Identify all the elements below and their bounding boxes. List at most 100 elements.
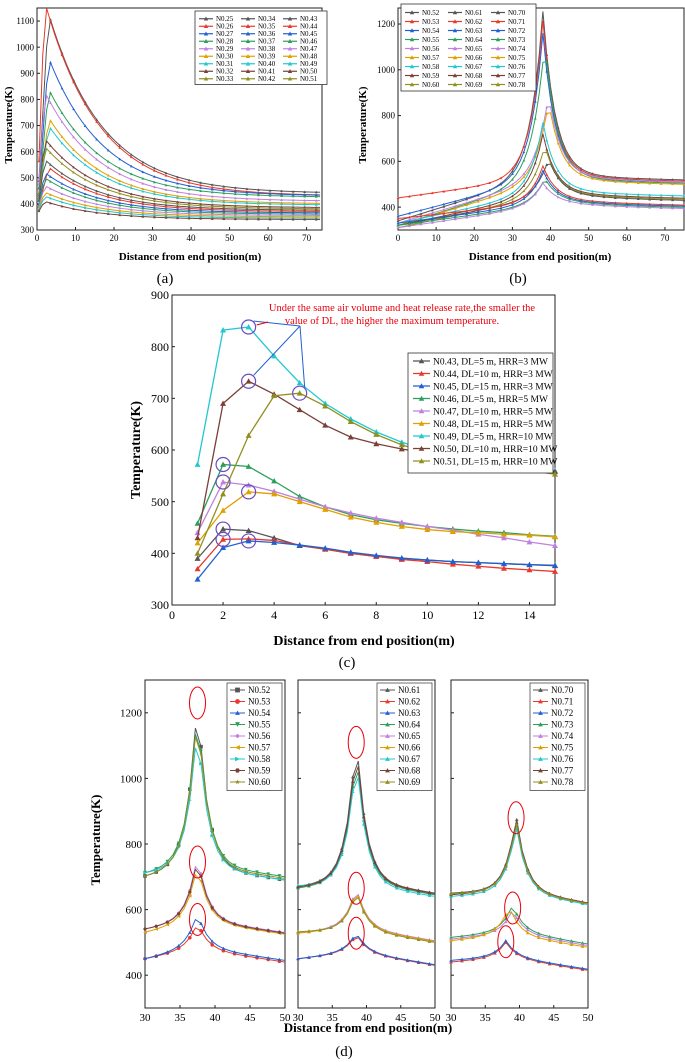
data-point [222, 207, 226, 210]
data-point [351, 779, 355, 784]
data-point [268, 201, 272, 204]
legend-entry: N0.39 [258, 53, 276, 61]
data-point [210, 943, 214, 947]
data-point [153, 212, 156, 215]
data-point [291, 208, 295, 212]
legend-entry: N0.60 [248, 777, 271, 787]
peak-circle [215, 456, 231, 473]
data-point [482, 889, 486, 894]
data-point [648, 206, 652, 209]
data-point [488, 208, 491, 212]
data-point [442, 215, 446, 219]
data-point [199, 206, 203, 209]
data-point [49, 151, 52, 154]
data-point [164, 201, 168, 204]
x-tick-label: 40 [187, 233, 197, 243]
data-point [49, 144, 52, 147]
data-point [222, 214, 226, 218]
legend-entry: N0.57 [422, 54, 440, 62]
data-point [556, 130, 560, 134]
data-point [210, 187, 214, 191]
data-point [682, 182, 685, 186]
series-line [297, 935, 436, 966]
data-point [493, 927, 497, 931]
data-point [296, 956, 300, 961]
data-point [476, 204, 480, 208]
data-point [347, 514, 354, 520]
data-point [60, 204, 64, 208]
data-point [671, 180, 674, 183]
data-point [220, 479, 227, 485]
data-point [187, 197, 191, 201]
x-tick-label: 60 [264, 233, 274, 243]
data-point [143, 956, 147, 961]
data-point [164, 188, 168, 191]
data-point [682, 205, 685, 209]
data-point [83, 187, 87, 191]
data-point [199, 202, 203, 206]
data-point [398, 519, 405, 525]
legend-entry: N0.32 [216, 68, 234, 76]
data-point [245, 214, 249, 218]
data-point [385, 756, 390, 761]
data-point [471, 932, 475, 937]
legend-entry: N0.25 [216, 15, 234, 23]
data-point [296, 930, 300, 934]
y-tick-label: 600 [151, 443, 169, 457]
data-point [409, 82, 415, 87]
data-point [291, 190, 295, 193]
data-point [568, 196, 571, 199]
data-point [453, 199, 457, 203]
data-point [233, 211, 237, 215]
data-point [465, 203, 469, 207]
data-point [245, 197, 249, 200]
data-point [500, 531, 507, 537]
data-point [522, 197, 526, 200]
data-point [176, 914, 181, 919]
data-point [199, 199, 203, 202]
data-point [522, 145, 526, 148]
data-point [303, 193, 307, 196]
series-line [397, 182, 685, 229]
data-point [118, 182, 122, 186]
data-point [580, 942, 585, 947]
data-point [453, 204, 457, 208]
data-point [245, 193, 249, 196]
data-point [164, 211, 168, 214]
data-point [482, 887, 486, 892]
data-point [396, 226, 400, 229]
data-point [394, 883, 399, 887]
data-point [95, 192, 99, 195]
y-tick-label: 800 [151, 340, 169, 354]
data-point [424, 526, 431, 532]
data-point [373, 552, 380, 558]
data-point [245, 217, 249, 221]
x-tick-label: 50 [584, 233, 594, 243]
legend-entry: N0.66 [398, 743, 421, 753]
data-point [60, 135, 64, 138]
data-point [569, 942, 574, 946]
legend-entry: N0.44, DL=10 m, HRR=3 MW [433, 370, 553, 380]
legend-entry: N0.46 [300, 38, 318, 46]
data-point [449, 935, 453, 939]
data-point [372, 865, 377, 869]
data-point [187, 212, 191, 215]
peak-circle [241, 484, 257, 500]
data-point [83, 158, 87, 162]
data-point [525, 871, 530, 875]
data-point [418, 395, 425, 401]
legend-entry: N0.70 [551, 685, 574, 695]
data-point [95, 151, 99, 155]
data-point [418, 458, 425, 464]
data-point [396, 217, 400, 220]
panel-b-ylabel: Temperature(K) [357, 86, 369, 163]
legend-entry: N0.50, DL=10 m, HRR=10 MW [433, 445, 557, 455]
data-point [533, 154, 537, 158]
data-point [255, 927, 259, 931]
legend-entry: N0.76 [508, 63, 526, 71]
data-point [245, 200, 249, 203]
data-point [235, 733, 240, 739]
legend-entry: N0.65 [465, 45, 483, 53]
data-point [514, 817, 519, 822]
data-point [176, 181, 179, 185]
